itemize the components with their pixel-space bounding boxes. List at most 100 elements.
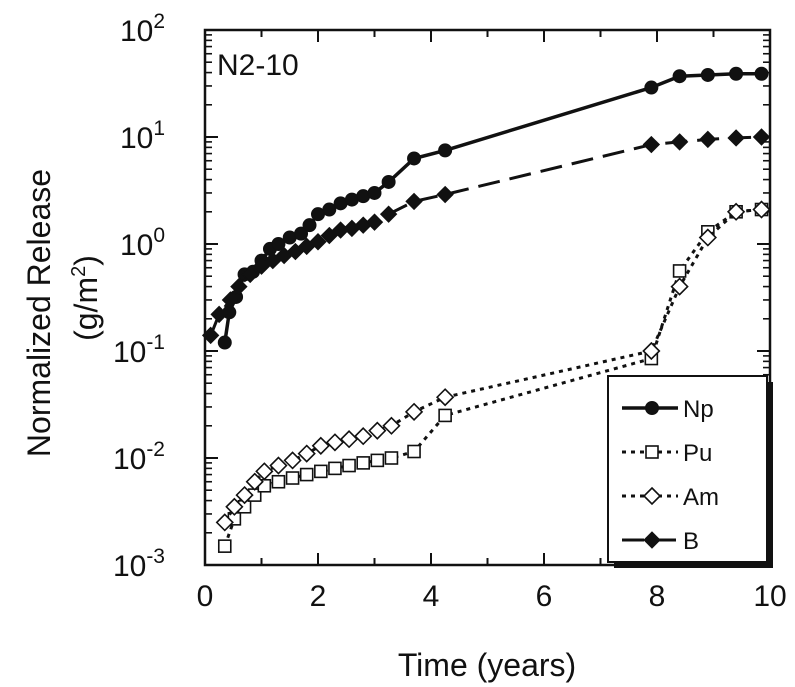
data-point-am (354, 427, 373, 446)
legend-swatch-marker (642, 486, 662, 506)
x-tick-label: 0 (197, 580, 214, 613)
data-point-np (381, 174, 396, 189)
data-point-pu (370, 453, 385, 468)
data-point-b (405, 192, 423, 211)
y-axis-title-line2: (g/m2) (68, 255, 104, 341)
series-np (217, 66, 769, 350)
data-point-am (245, 472, 264, 491)
data-point-am (215, 513, 234, 532)
y-axis-title-line1: Normalized Release (21, 169, 57, 457)
data-point-b (309, 233, 327, 251)
legend-item-b: B (622, 528, 699, 555)
panel-label: N2-10 (217, 49, 299, 82)
data-point-np (407, 151, 422, 166)
series-am (215, 200, 771, 532)
data-point-b (221, 291, 240, 309)
data-point-b (201, 326, 220, 345)
data-point-am (726, 202, 746, 221)
data-point-pu (407, 444, 421, 459)
legend-swatch-marker (645, 445, 659, 459)
data-point-np (644, 80, 659, 95)
data-point-am (283, 451, 302, 470)
data-point-np (294, 226, 309, 241)
data-point-pu (356, 456, 371, 470)
data-point-b (670, 133, 689, 151)
data-point-b (436, 185, 454, 204)
y-tick-label: 10-1 (113, 331, 165, 369)
data-point-np (367, 185, 382, 200)
series-line-np (223, 72, 762, 343)
data-point-np (700, 67, 715, 82)
data-point-np (672, 69, 687, 84)
data-point-np (217, 335, 232, 350)
data-point-pu (672, 264, 687, 278)
data-point-am (404, 402, 424, 421)
data-point-b (752, 128, 771, 146)
legend-label-b: B (683, 528, 699, 555)
data-point-np (322, 202, 337, 217)
data-point-am (368, 421, 387, 440)
x-tick-label: 6 (536, 580, 553, 613)
data-point-np (754, 66, 769, 81)
y-tick-label: 100 (120, 224, 165, 262)
data-point-am (382, 416, 401, 435)
data-point-pu (328, 461, 342, 476)
data-point-am (435, 388, 455, 407)
legend: Np Pu Am B (607, 375, 773, 568)
data-point-am (325, 433, 345, 452)
legend-label-am: Am (683, 484, 719, 511)
data-point-b (210, 305, 228, 324)
data-point-am (235, 485, 254, 505)
data-point-am (642, 341, 661, 361)
data-point-am (752, 200, 771, 219)
y-tick-label: 101 (120, 117, 165, 155)
data-series (201, 66, 771, 553)
legend-item-pu: Pu (622, 440, 712, 467)
y-tick-label: 10-3 (113, 545, 165, 583)
legend-swatch-marker (643, 531, 661, 549)
data-point-am (670, 277, 689, 296)
data-point-am (269, 456, 288, 475)
data-point-b (320, 226, 339, 245)
series-b (201, 128, 771, 345)
x-tick-label: 2 (310, 580, 327, 613)
y-tick-label: 102 (120, 10, 165, 48)
x-tick-label: 8 (649, 580, 666, 613)
data-point-am (339, 430, 359, 449)
data-point-pu (271, 474, 286, 489)
data-point-np (271, 237, 286, 251)
x-tick-label: 4 (423, 580, 440, 613)
data-point-np (302, 218, 317, 233)
data-point-np (729, 66, 744, 81)
data-point-am (311, 436, 330, 455)
data-point-np (438, 143, 453, 158)
data-point-pu (299, 467, 314, 482)
data-point-pu (438, 408, 452, 423)
data-point-pu (217, 539, 232, 553)
data-point-am (255, 462, 274, 481)
data-point-b (699, 130, 717, 149)
data-point-am (225, 497, 244, 516)
data-point-pu (285, 471, 300, 485)
data-point-b (642, 135, 661, 154)
data-point-pu (342, 458, 356, 473)
data-point-am (698, 228, 717, 247)
y-tick-label: 10-2 (113, 438, 165, 476)
data-point-b (252, 257, 271, 275)
x-tick-label: 10 (753, 580, 786, 613)
data-point-am (297, 444, 316, 463)
data-point-pu (384, 451, 399, 465)
x-axis-title: Time (years) (398, 647, 576, 683)
data-point-b (365, 213, 384, 231)
legend-label-np: Np (683, 396, 714, 423)
data-point-b (241, 265, 259, 284)
y-axis-title-superscript: 2 (68, 266, 90, 277)
data-point-b (727, 129, 745, 147)
data-point-b (230, 277, 248, 296)
legend-swatch-marker (645, 401, 659, 415)
legend-item-np: Np (622, 396, 714, 423)
data-point-b (379, 205, 398, 223)
axis-ticks: 0 2 4 6 8 10 10-3 10-2 10-1 100 101 102 (113, 10, 787, 613)
data-point-pu (314, 464, 328, 479)
